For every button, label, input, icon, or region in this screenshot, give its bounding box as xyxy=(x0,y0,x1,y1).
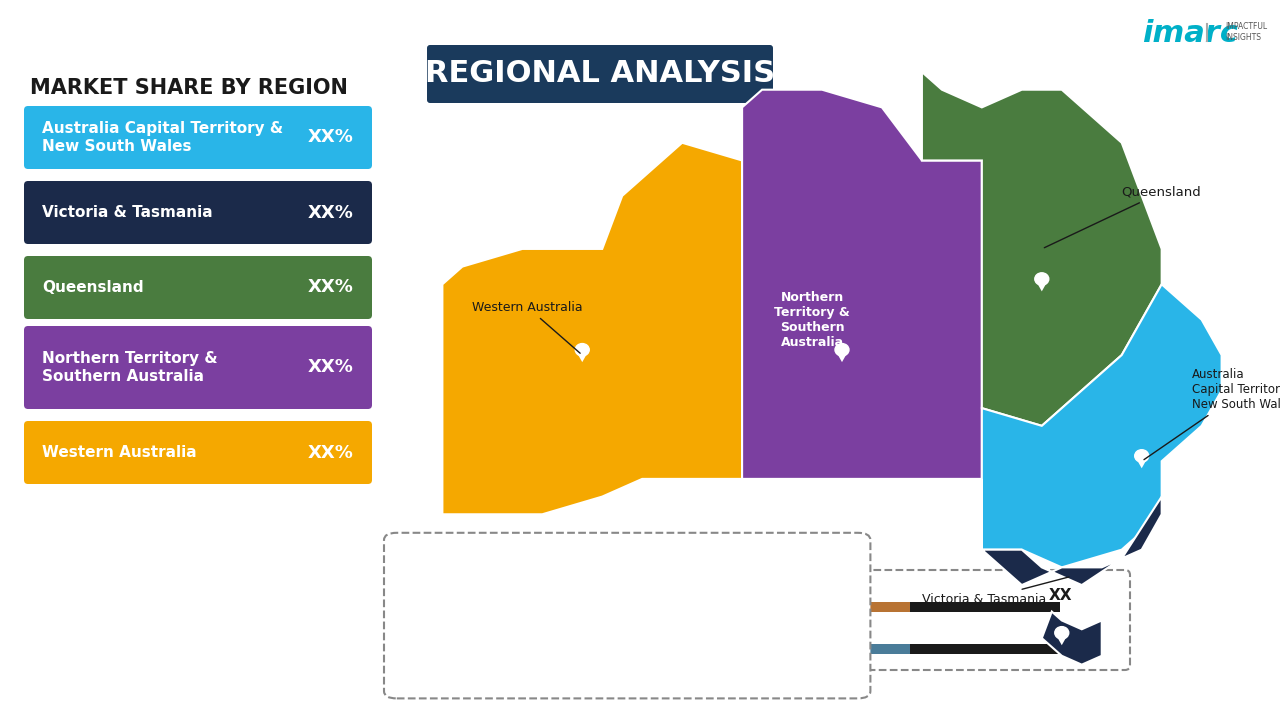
Bar xyxy=(910,644,1060,654)
Circle shape xyxy=(1134,450,1148,462)
Text: Northern
Territory &
Southern
Australia: Northern Territory & Southern Australia xyxy=(774,291,850,348)
Text: REGIONAL ANALYSIS: REGIONAL ANALYSIS xyxy=(425,60,776,89)
Text: XX%: XX% xyxy=(308,359,355,377)
Circle shape xyxy=(575,343,589,356)
Text: Western Australia: Western Australia xyxy=(472,301,582,354)
Circle shape xyxy=(1034,273,1048,285)
Text: XX%: XX% xyxy=(308,128,355,146)
Polygon shape xyxy=(982,284,1221,567)
FancyBboxPatch shape xyxy=(428,45,773,103)
FancyBboxPatch shape xyxy=(24,181,372,244)
Polygon shape xyxy=(1134,456,1148,468)
Polygon shape xyxy=(742,90,982,479)
Circle shape xyxy=(1055,626,1069,639)
Text: XX: XX xyxy=(1048,588,1071,603)
Text: MARKET SHARE BY REGION: MARKET SHARE BY REGION xyxy=(29,78,348,98)
FancyBboxPatch shape xyxy=(24,106,372,169)
Polygon shape xyxy=(1042,611,1102,665)
Text: Australia Capital Territory &
New South Wales: Australia Capital Territory & New South … xyxy=(42,121,283,153)
Text: imarc: imarc xyxy=(1142,19,1238,48)
Text: Victoria & Tasmania: Victoria & Tasmania xyxy=(42,205,212,220)
Text: XX%: XX% xyxy=(308,204,355,222)
Text: FASTEST GROWING REGION: FASTEST GROWING REGION xyxy=(430,630,645,644)
Bar xyxy=(430,602,910,612)
Polygon shape xyxy=(1055,633,1069,645)
Text: Australia
Capital Territory &
New South Wales: Australia Capital Territory & New South … xyxy=(1144,368,1280,459)
Bar xyxy=(430,644,910,654)
Text: XX%: XX% xyxy=(308,279,355,297)
Text: IMPACTFUL
INSIGHTS: IMPACTFUL INSIGHTS xyxy=(1225,22,1267,42)
Text: Victoria & Tasmania: Victoria & Tasmania xyxy=(922,577,1069,606)
Polygon shape xyxy=(922,72,1162,426)
Text: Queensland: Queensland xyxy=(1044,186,1202,248)
Polygon shape xyxy=(835,350,849,362)
Circle shape xyxy=(835,343,849,356)
Text: LARGEST REGION: LARGEST REGION xyxy=(430,588,566,602)
Circle shape xyxy=(1060,631,1064,635)
FancyBboxPatch shape xyxy=(24,326,372,409)
Circle shape xyxy=(840,348,845,352)
FancyBboxPatch shape xyxy=(24,421,372,484)
Circle shape xyxy=(1139,454,1144,458)
Polygon shape xyxy=(575,350,589,362)
Bar xyxy=(910,602,1060,612)
FancyBboxPatch shape xyxy=(410,570,1130,670)
Text: XX: XX xyxy=(1048,629,1071,644)
Polygon shape xyxy=(982,479,1162,585)
FancyBboxPatch shape xyxy=(24,256,372,319)
Polygon shape xyxy=(1034,279,1048,292)
Circle shape xyxy=(1039,277,1044,281)
Text: XX%: XX% xyxy=(308,444,355,462)
Polygon shape xyxy=(443,143,742,514)
Circle shape xyxy=(580,348,585,352)
Text: Western Australia: Western Australia xyxy=(42,445,197,460)
Text: Northern Territory &
Southern Australia: Northern Territory & Southern Australia xyxy=(42,351,218,384)
Text: Queensland: Queensland xyxy=(42,280,143,295)
